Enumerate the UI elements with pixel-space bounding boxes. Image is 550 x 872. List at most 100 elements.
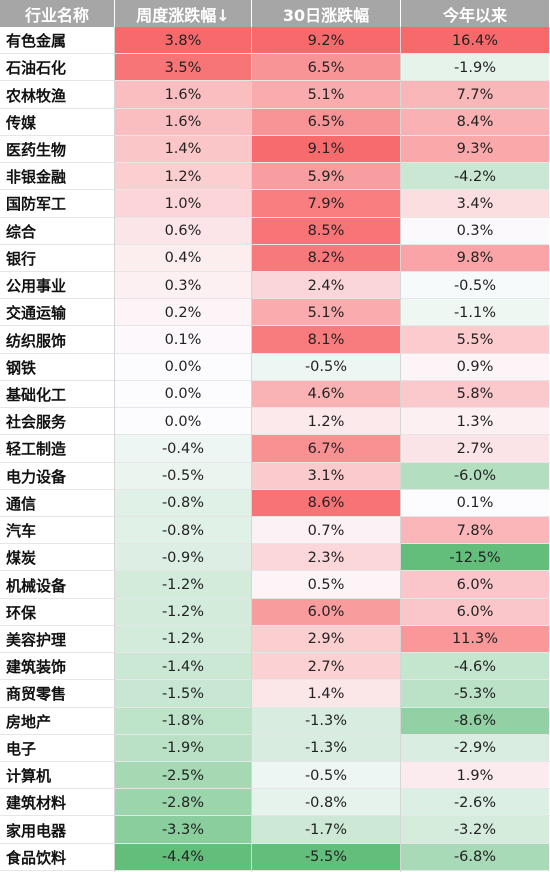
sector-name-cell: 建筑装饰	[0, 653, 115, 681]
value-cell-d30: -0.5%	[252, 761, 401, 790]
value-cell-ytd: -12.5%	[401, 544, 550, 572]
value-cell-ytd: 7.7%	[401, 81, 550, 109]
table-row: 纺织服饰 0.1% 8.1% 5.5%	[0, 326, 550, 354]
sector-name-cell: 国防军工	[0, 190, 115, 218]
table-row: 综合 0.6% 8.5% 0.3%	[0, 217, 550, 245]
value-cell-ytd: 1.9%	[401, 761, 550, 790]
table-row: 建筑材料 -2.8% -0.8% -2.6%	[0, 789, 550, 817]
table-row: 非银金融 1.2% 5.9% -4.2%	[0, 163, 550, 191]
sector-name-cell: 交通运输	[0, 299, 115, 327]
row-divider	[0, 407, 550, 409]
row-divider	[0, 189, 550, 191]
sector-name-cell: 公用事业	[0, 271, 115, 300]
sector-name-cell: 钢铁	[0, 353, 115, 381]
value-cell-week: 0.0%	[115, 380, 252, 409]
sector-name-cell: 电力设备	[0, 462, 115, 490]
value-cell-ytd: 5.8%	[401, 380, 550, 409]
row-divider	[0, 788, 550, 790]
value-cell-week: -2.5%	[115, 761, 252, 790]
row-divider	[0, 733, 550, 735]
row-divider	[0, 80, 550, 82]
sector-name-cell: 电子	[0, 734, 115, 762]
sector-name-cell: 汽车	[0, 516, 115, 545]
value-cell-week: -0.5%	[115, 462, 252, 490]
value-cell-week: 0.1%	[115, 326, 252, 354]
sector-name-cell: 房地产	[0, 707, 115, 735]
value-cell-ytd: 9.8%	[401, 244, 550, 272]
value-cell-ytd: 9.3%	[401, 135, 550, 164]
row-divider	[0, 760, 550, 762]
value-cell-d30: 8.6%	[252, 489, 401, 517]
sector-name-cell: 机械设备	[0, 571, 115, 599]
row-divider	[0, 624, 550, 626]
sector-name-cell: 农林牧渔	[0, 81, 115, 109]
value-cell-ytd: -4.6%	[401, 653, 550, 681]
value-cell-d30: 9.2%	[252, 27, 401, 55]
value-cell-d30: 2.9%	[252, 625, 401, 654]
sector-name-cell: 建筑材料	[0, 789, 115, 817]
table-row: 基础化工 0.0% 4.6% 5.8%	[0, 380, 550, 409]
value-cell-week: 0.4%	[115, 244, 252, 272]
row-divider	[0, 107, 550, 109]
value-cell-week: -3.3%	[115, 816, 252, 844]
row-divider	[0, 515, 550, 517]
value-cell-d30: 0.7%	[252, 516, 401, 545]
table-row: 国防军工 1.0% 7.9% 3.4%	[0, 190, 550, 218]
value-cell-ytd: -8.6%	[401, 707, 550, 735]
column-header-1[interactable]: 周度涨跌幅↓	[115, 0, 252, 27]
value-cell-d30: 9.1%	[252, 135, 401, 164]
value-cell-d30: 1.2%	[252, 408, 401, 436]
table-row: 电子 -1.9% -1.3% -2.9%	[0, 734, 550, 762]
value-cell-week: -0.9%	[115, 544, 252, 572]
value-cell-ytd: -1.9%	[401, 54, 550, 82]
value-cell-ytd: 0.3%	[401, 217, 550, 245]
row-divider	[0, 434, 550, 436]
row-divider	[0, 243, 550, 245]
value-cell-week: -1.5%	[115, 680, 252, 708]
table-row: 通信 -0.8% 8.6% 0.1%	[0, 489, 550, 517]
row-divider	[0, 869, 550, 871]
row-divider	[0, 134, 550, 136]
value-cell-ytd: -0.5%	[401, 271, 550, 300]
value-cell-ytd: 2.7%	[401, 435, 550, 463]
value-cell-ytd: -6.0%	[401, 462, 550, 490]
table-row: 石油石化 3.5% 6.5% -1.9%	[0, 54, 550, 82]
table-row: 医药生物 1.4% 9.1% 9.3%	[0, 135, 550, 164]
table-row: 交通运输 0.2% 5.1% -1.1%	[0, 299, 550, 327]
sector-name-cell: 纺织服饰	[0, 326, 115, 354]
value-cell-week: -1.2%	[115, 571, 252, 599]
value-cell-d30: 6.5%	[252, 54, 401, 82]
value-cell-week: 1.4%	[115, 135, 252, 164]
sector-name-cell: 医药生物	[0, 135, 115, 164]
value-cell-week: 1.2%	[115, 163, 252, 191]
sector-name-cell: 通信	[0, 489, 115, 517]
value-cell-ytd: 5.5%	[401, 326, 550, 354]
row-divider	[0, 570, 550, 572]
value-cell-d30: 8.2%	[252, 244, 401, 272]
value-cell-d30: -5.5%	[252, 843, 401, 871]
value-cell-week: 3.5%	[115, 54, 252, 82]
table-row: 食品饮料 -4.4% -5.5% -6.8%	[0, 843, 550, 871]
value-cell-week: -0.8%	[115, 516, 252, 545]
table-row: 商贸零售 -1.5% 1.4% -5.3%	[0, 680, 550, 708]
sector-name-cell: 石油石化	[0, 54, 115, 82]
value-cell-d30: 6.7%	[252, 435, 401, 463]
value-cell-week: -0.8%	[115, 489, 252, 517]
value-cell-week: 3.8%	[115, 27, 252, 55]
value-cell-d30: 5.1%	[252, 299, 401, 327]
sector-name-cell: 美容护理	[0, 625, 115, 654]
table-row: 建筑装饰 -1.4% 2.7% -4.6%	[0, 653, 550, 681]
value-cell-week: -1.4%	[115, 653, 252, 681]
value-cell-ytd: -3.2%	[401, 816, 550, 844]
value-cell-d30: 0.5%	[252, 571, 401, 599]
table-row: 轻工制造 -0.4% 6.7% 2.7%	[0, 435, 550, 463]
sector-name-cell: 环保	[0, 598, 115, 626]
sector-name-cell: 非银金融	[0, 163, 115, 191]
value-cell-week: -1.2%	[115, 598, 252, 626]
sector-name-cell: 商贸零售	[0, 680, 115, 708]
value-cell-ytd: 7.8%	[401, 516, 550, 545]
value-cell-d30: 5.1%	[252, 81, 401, 109]
table-row: 钢铁 0.0% -0.5% 0.9%	[0, 353, 550, 381]
value-cell-d30: 4.6%	[252, 380, 401, 409]
